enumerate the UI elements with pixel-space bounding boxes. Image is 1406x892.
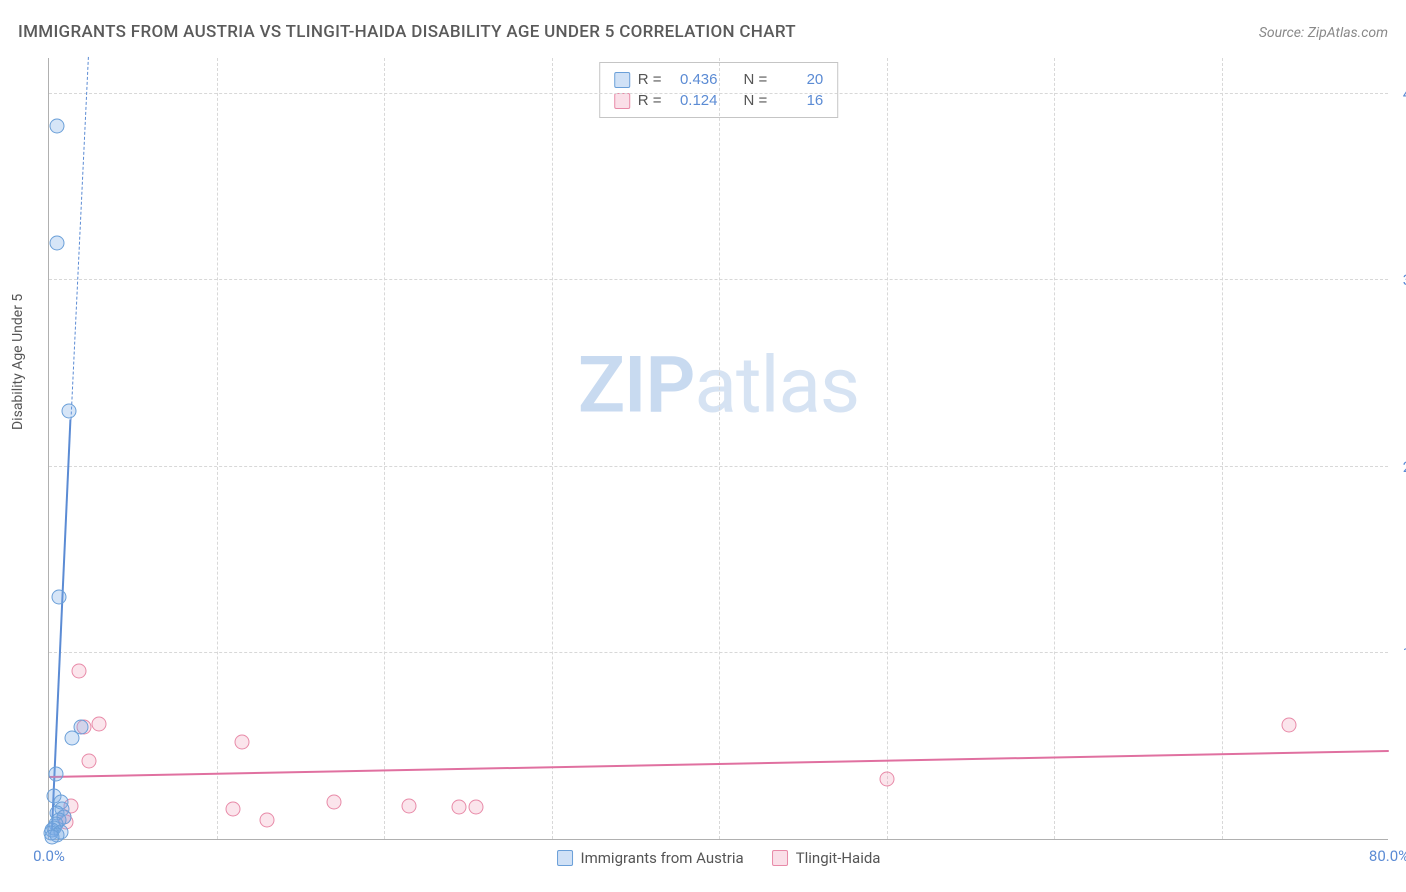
gridline-vertical <box>552 58 553 839</box>
gridline-vertical <box>1222 58 1223 839</box>
x-tick-label: 0.0% <box>33 847 65 865</box>
data-point <box>879 772 894 787</box>
legend-swatch-pink <box>614 93 630 109</box>
data-point <box>72 664 87 679</box>
gridline-vertical <box>1054 58 1055 839</box>
data-point <box>326 794 341 809</box>
y-axis-label: Disability Age Under 5 <box>10 294 26 430</box>
legend-swatch-blue <box>557 850 573 866</box>
x-tick-label: 80.0% <box>1369 847 1406 865</box>
legend-swatch-pink <box>772 850 788 866</box>
gridline-vertical <box>887 58 888 839</box>
gridline-vertical <box>384 58 385 839</box>
chart-header: IMMIGRANTS FROM AUSTRIA VS TLINGIT-HAIDA… <box>18 22 1388 42</box>
gridline-vertical <box>719 58 720 839</box>
data-point <box>50 118 65 133</box>
data-point <box>65 731 80 746</box>
legend-swatch-blue <box>614 72 630 88</box>
legend-item-pink: Tlingit-Haida <box>772 849 881 867</box>
data-point <box>48 766 63 781</box>
gridline-vertical <box>217 58 218 839</box>
data-point <box>62 403 77 418</box>
data-point <box>82 753 97 768</box>
data-point <box>226 802 241 817</box>
trend-line <box>70 56 88 419</box>
data-point <box>1281 718 1296 733</box>
data-point <box>402 798 417 813</box>
data-point <box>469 800 484 815</box>
legend-item-blue: Immigrants from Austria <box>557 849 744 867</box>
data-point <box>52 589 67 604</box>
chart-title: IMMIGRANTS FROM AUSTRIA VS TLINGIT-HAIDA… <box>18 22 796 42</box>
data-point <box>92 716 107 731</box>
data-point <box>234 735 249 750</box>
data-point <box>50 236 65 251</box>
chart-plot-area: ZIPatlas R = 0.436 N = 20 R = 0.124 N = … <box>48 58 1388 840</box>
source-attribution: Source: ZipAtlas.com <box>1259 25 1388 41</box>
data-point <box>259 813 274 828</box>
series-legend: Immigrants from Austria Tlingit-Haida <box>557 849 881 867</box>
data-point <box>452 800 467 815</box>
data-point <box>45 830 60 845</box>
